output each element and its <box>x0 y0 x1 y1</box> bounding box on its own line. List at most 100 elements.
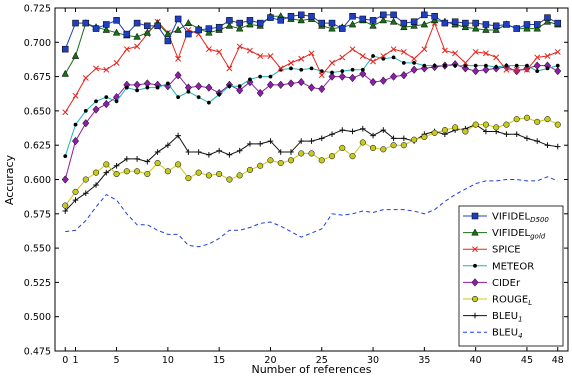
y-tick-label: 0.700 <box>24 38 51 49</box>
data-point-cider <box>390 72 398 81</box>
legend-label-name: VIFIDEL <box>492 212 531 223</box>
data-point-cider <box>266 80 274 90</box>
data-point-meteor <box>514 63 519 68</box>
data-point-vifidel-d500 <box>533 21 541 28</box>
data-point-vifidel-gold <box>492 25 500 33</box>
data-point-meteor <box>360 67 365 72</box>
x-tick-label: 15 <box>213 355 225 366</box>
data-point-meteor <box>442 63 447 68</box>
data-point-rouge-l <box>339 144 346 151</box>
data-point-vifidel-d500 <box>195 26 202 34</box>
data-point-vifidel-d500 <box>164 37 172 45</box>
y-axis-ticks: 0.475 0.500 0.525 0.550 0.575 0.600 0.625 0.650… <box>24 4 568 358</box>
data-point-vifidel-gold <box>61 69 69 77</box>
data-point-bleu-1 <box>360 125 366 132</box>
data-point-meteor <box>73 122 78 127</box>
data-point-bleu-1 <box>154 149 161 155</box>
legend-marker <box>471 228 479 236</box>
y-tick-label: 0.725 <box>24 4 51 15</box>
data-point-rouge-l <box>349 153 356 160</box>
data-point-rouge-l <box>82 176 89 183</box>
data-point-vifidel-d500 <box>226 17 233 24</box>
data-point-meteor <box>176 95 181 100</box>
data-point-rouge-l <box>431 129 438 136</box>
data-point-meteor <box>135 88 139 93</box>
data-point-bleu-1 <box>513 131 520 138</box>
data-point-bleu-1 <box>277 149 284 155</box>
legend-marker <box>471 212 479 220</box>
data-point-vifidel-d500 <box>123 30 131 38</box>
data-point-bleu-1 <box>185 149 192 155</box>
data-point-spice <box>370 58 377 65</box>
data-point-spice <box>298 55 305 62</box>
data-point-meteor <box>83 109 88 113</box>
data-point-rouge-l <box>154 159 161 167</box>
data-point-vifidel-d500 <box>554 19 561 27</box>
data-point-vifidel-d500 <box>277 17 284 24</box>
data-point-vifidel-gold <box>205 28 213 36</box>
data-point-cider <box>359 69 367 79</box>
data-point-rouge-l <box>123 168 130 175</box>
legend-marker <box>471 278 479 287</box>
data-point-bleu-1 <box>534 138 541 144</box>
data-point-bleu-1 <box>267 138 274 144</box>
data-point-vifidel-d500 <box>62 45 69 53</box>
x-tick-label: 30 <box>367 355 379 366</box>
data-point-meteor <box>114 99 119 104</box>
data-point-cider <box>472 66 480 76</box>
data-point-cider <box>349 73 357 83</box>
data-point-spice <box>441 47 448 54</box>
data-point-rouge-l <box>359 139 366 146</box>
data-point-vifidel-gold <box>328 24 336 32</box>
data-point-vifidel-gold <box>400 23 408 31</box>
x-tick-label: 45 <box>521 355 533 366</box>
data-point-spice <box>472 48 479 55</box>
data-point-spice <box>93 65 99 72</box>
x-tick-label: 10 <box>162 355 174 366</box>
data-point-meteor <box>422 63 427 68</box>
legend-item-rouge-l: ROUGEL <box>463 295 532 307</box>
data-point-bleu-1 <box>288 149 294 155</box>
data-point-spice <box>462 59 469 66</box>
x-axis-label: Number of references <box>251 363 371 376</box>
data-point-spice <box>113 59 120 66</box>
data-point-vifidel-gold <box>389 17 398 25</box>
data-point-spice <box>380 53 387 59</box>
legend-item-bleu-1: BLEU1 <box>463 311 523 324</box>
data-point-bleu-1 <box>144 158 151 165</box>
legend-label-name: METEOR <box>492 261 534 272</box>
series-meteor <box>63 54 560 159</box>
data-point-rouge-l <box>441 127 448 134</box>
legend-item-vifidel-gold: VIFIDELgold <box>463 228 546 241</box>
data-point-rouge-l <box>328 153 336 160</box>
data-point-meteor <box>248 77 252 82</box>
data-point-spice <box>62 109 69 116</box>
data-point-vifidel-gold <box>235 24 244 32</box>
legend-label-name: CIDEr <box>492 278 521 289</box>
data-point-rouge-l <box>205 172 212 179</box>
data-point-spice <box>257 53 264 59</box>
data-point-spice <box>329 59 335 66</box>
legend-label: VIFIDELD500 <box>492 212 549 225</box>
data-point-spice <box>513 66 520 73</box>
data-point-vifidel-d500 <box>297 11 305 19</box>
data-point-meteor <box>504 63 509 68</box>
data-point-bleu-1 <box>82 190 89 197</box>
data-point-vifidel-gold <box>410 21 418 29</box>
legend-label-name: SPICE <box>492 245 521 256</box>
data-point-spice <box>400 48 407 55</box>
data-point-rouge-l <box>308 150 315 157</box>
data-point-vifidel-d500 <box>431 12 438 20</box>
data-point-vifidel-d500 <box>441 19 449 27</box>
data-point-spice <box>482 50 489 57</box>
data-point-bleu-1 <box>195 149 202 155</box>
data-point-meteor <box>350 67 355 72</box>
data-point-vifidel-gold <box>164 29 172 37</box>
data-point-vifidel-gold <box>379 16 388 24</box>
data-point-vifidel-d500 <box>421 11 428 19</box>
data-point-cider <box>297 77 305 87</box>
data-point-vifidel-gold <box>143 28 152 36</box>
data-point-spice <box>318 72 325 79</box>
data-point-spice <box>421 46 428 53</box>
data-point-spice <box>246 47 253 54</box>
